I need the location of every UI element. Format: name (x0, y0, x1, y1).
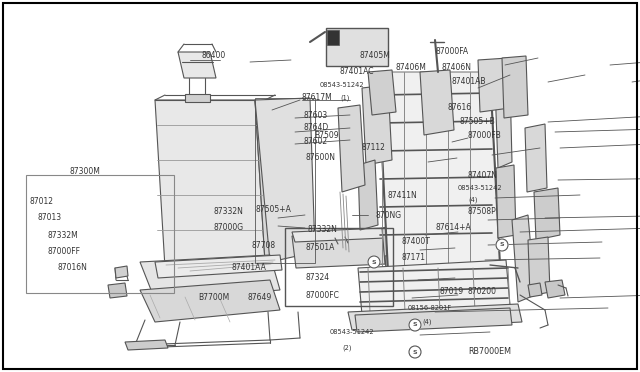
Polygon shape (155, 100, 265, 268)
Polygon shape (115, 266, 128, 278)
Polygon shape (362, 85, 392, 165)
Text: 87012: 87012 (30, 198, 54, 206)
Polygon shape (178, 52, 216, 78)
Text: 87013: 87013 (38, 214, 62, 222)
Text: 87000FA: 87000FA (435, 48, 468, 57)
Text: 87324: 87324 (305, 273, 329, 282)
Circle shape (368, 256, 380, 268)
Text: 87000FF: 87000FF (48, 247, 81, 257)
Text: 08156-8201F: 08156-8201F (408, 305, 452, 311)
Text: 87400T: 87400T (402, 237, 431, 247)
Text: 87617M: 87617M (302, 93, 333, 103)
Polygon shape (292, 228, 385, 242)
Text: 87401AC: 87401AC (340, 67, 374, 77)
Polygon shape (140, 280, 280, 322)
Polygon shape (358, 160, 378, 230)
Polygon shape (528, 237, 550, 296)
Text: 87000G: 87000G (213, 224, 243, 232)
Text: S: S (413, 323, 417, 327)
Text: 87112: 87112 (362, 144, 386, 153)
Polygon shape (368, 70, 396, 115)
Text: 87602: 87602 (304, 138, 328, 147)
Text: 87614+A: 87614+A (435, 224, 471, 232)
Text: 87708: 87708 (252, 241, 276, 250)
Polygon shape (378, 72, 500, 272)
Text: 87501A: 87501A (305, 244, 334, 253)
Polygon shape (512, 215, 535, 302)
Text: 87401AB: 87401AB (452, 77, 486, 87)
Polygon shape (358, 260, 510, 315)
Polygon shape (385, 254, 396, 270)
Circle shape (496, 239, 508, 251)
Text: S: S (500, 243, 504, 247)
Polygon shape (382, 226, 394, 265)
Text: 87505+A: 87505+A (256, 205, 292, 215)
Polygon shape (125, 340, 168, 350)
Text: 87000FC: 87000FC (305, 291, 339, 299)
Text: 08543-51242: 08543-51242 (330, 329, 374, 335)
Polygon shape (255, 98, 315, 262)
Text: 87332M: 87332M (48, 231, 79, 240)
Circle shape (409, 319, 421, 331)
Text: 87505+B: 87505+B (460, 118, 496, 126)
Bar (185, 94, 210, 102)
Text: 87649: 87649 (248, 294, 272, 302)
Text: 87405M: 87405M (360, 51, 391, 60)
Text: 87332N: 87332N (213, 208, 243, 217)
Polygon shape (495, 82, 512, 168)
Bar (255, 98, 315, 263)
Text: 870NG: 870NG (375, 211, 401, 219)
Bar (26, 175, 174, 293)
Text: 86400: 86400 (202, 51, 227, 60)
Bar (285, 228, 393, 306)
Polygon shape (420, 70, 454, 135)
Polygon shape (348, 304, 522, 330)
Polygon shape (292, 232, 386, 268)
Circle shape (409, 346, 421, 358)
Polygon shape (108, 283, 127, 298)
Text: 87616: 87616 (448, 103, 472, 112)
Text: 8764D: 8764D (304, 124, 329, 132)
Text: 87406N: 87406N (442, 64, 472, 73)
Polygon shape (545, 280, 565, 298)
Text: 87406M: 87406M (395, 64, 426, 73)
Text: 870200: 870200 (468, 288, 497, 296)
Text: RB7000EM: RB7000EM (468, 347, 511, 356)
Text: 87300M: 87300M (70, 167, 101, 176)
Text: S: S (372, 260, 376, 264)
Text: 87019: 87019 (440, 288, 464, 296)
Polygon shape (478, 58, 510, 112)
Polygon shape (496, 165, 516, 238)
Bar (327, 30, 339, 45)
Text: 87407N: 87407N (468, 170, 498, 180)
Polygon shape (534, 188, 560, 240)
Polygon shape (338, 105, 365, 192)
Polygon shape (502, 56, 528, 118)
Text: 87411N: 87411N (388, 190, 418, 199)
Text: 87603: 87603 (304, 110, 328, 119)
Polygon shape (528, 283, 542, 297)
Text: 08543-51242: 08543-51242 (458, 185, 502, 191)
Polygon shape (140, 255, 280, 300)
Text: 87000FB: 87000FB (468, 131, 502, 140)
Polygon shape (155, 255, 282, 278)
Text: 87401AA: 87401AA (232, 263, 267, 273)
Text: 87508P: 87508P (468, 208, 497, 217)
Text: 87600N: 87600N (305, 154, 335, 163)
Text: S: S (413, 350, 417, 355)
Text: 87016N: 87016N (58, 263, 88, 273)
Text: 08543-51242: 08543-51242 (320, 82, 365, 88)
Text: 87171: 87171 (402, 253, 426, 263)
Text: (4): (4) (468, 197, 477, 203)
Bar (326, 28, 388, 66)
Text: 87332N: 87332N (308, 225, 338, 234)
Text: B7509: B7509 (314, 131, 339, 140)
Text: (4): (4) (422, 319, 431, 325)
Text: B7700M: B7700M (198, 294, 229, 302)
Polygon shape (525, 124, 547, 192)
Text: (2): (2) (342, 345, 351, 351)
Polygon shape (355, 308, 512, 332)
Text: (1): (1) (340, 95, 349, 101)
Polygon shape (255, 100, 278, 262)
